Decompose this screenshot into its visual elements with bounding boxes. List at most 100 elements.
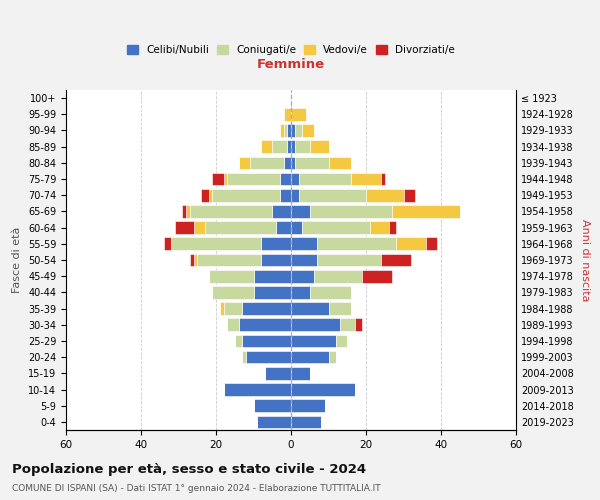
Bar bbox=[291, 140, 295, 153]
Bar bbox=[284, 108, 291, 120]
Bar bbox=[291, 383, 355, 396]
Bar bbox=[310, 140, 329, 153]
Bar bbox=[351, 172, 381, 186]
Bar bbox=[329, 302, 351, 315]
Bar bbox=[314, 270, 362, 282]
Bar bbox=[291, 334, 336, 347]
Bar bbox=[186, 205, 190, 218]
Bar bbox=[280, 124, 284, 137]
Legend: Celibi/Nubili, Coniugati/e, Vedovi/e, Divorziati/e: Celibi/Nubili, Coniugati/e, Vedovi/e, Di… bbox=[123, 41, 459, 59]
Y-axis label: Anni di nascita: Anni di nascita bbox=[580, 219, 590, 301]
Bar bbox=[370, 222, 389, 234]
Bar bbox=[190, 254, 193, 266]
Bar bbox=[291, 189, 299, 202]
Bar bbox=[291, 124, 295, 137]
Bar bbox=[272, 140, 287, 153]
Bar bbox=[310, 286, 351, 298]
Bar bbox=[261, 254, 291, 266]
Bar bbox=[280, 189, 291, 202]
Bar bbox=[355, 318, 362, 331]
Bar bbox=[197, 254, 261, 266]
Bar bbox=[272, 205, 291, 218]
Bar bbox=[291, 318, 340, 331]
Bar bbox=[193, 254, 197, 266]
Text: Femmine: Femmine bbox=[257, 58, 325, 71]
Bar bbox=[291, 286, 310, 298]
Bar bbox=[201, 189, 209, 202]
Text: Popolazione per età, sesso e stato civile - 2024: Popolazione per età, sesso e stato civil… bbox=[12, 462, 366, 475]
Bar bbox=[362, 270, 392, 282]
Bar bbox=[291, 238, 317, 250]
Bar bbox=[291, 108, 306, 120]
Bar bbox=[175, 222, 193, 234]
Bar bbox=[220, 302, 223, 315]
Bar bbox=[291, 205, 310, 218]
Bar bbox=[317, 254, 381, 266]
Bar bbox=[392, 205, 460, 218]
Bar bbox=[284, 156, 291, 169]
Bar bbox=[426, 238, 437, 250]
Bar bbox=[299, 172, 351, 186]
Bar bbox=[389, 222, 396, 234]
Bar bbox=[239, 318, 291, 331]
Bar bbox=[265, 367, 291, 380]
Bar bbox=[291, 172, 299, 186]
Bar bbox=[291, 254, 317, 266]
Bar bbox=[299, 189, 366, 202]
Bar bbox=[287, 140, 291, 153]
Y-axis label: Fasce di età: Fasce di età bbox=[13, 227, 22, 293]
Bar bbox=[291, 416, 321, 428]
Bar bbox=[257, 416, 291, 428]
Bar bbox=[295, 156, 329, 169]
Bar bbox=[291, 156, 295, 169]
Bar bbox=[396, 238, 426, 250]
Bar bbox=[340, 318, 355, 331]
Bar bbox=[276, 222, 291, 234]
Bar bbox=[366, 189, 404, 202]
Bar bbox=[212, 286, 254, 298]
Bar bbox=[381, 172, 385, 186]
Bar bbox=[291, 270, 314, 282]
Bar bbox=[242, 351, 246, 364]
Bar bbox=[404, 189, 415, 202]
Bar bbox=[227, 318, 239, 331]
Bar bbox=[250, 156, 284, 169]
Bar bbox=[302, 124, 314, 137]
Bar bbox=[246, 351, 291, 364]
Bar bbox=[223, 172, 227, 186]
Bar bbox=[291, 302, 329, 315]
Bar bbox=[171, 238, 261, 250]
Bar bbox=[163, 238, 171, 250]
Bar bbox=[212, 172, 223, 186]
Bar bbox=[193, 222, 205, 234]
Bar bbox=[329, 351, 336, 364]
Bar bbox=[205, 222, 276, 234]
Bar bbox=[242, 302, 291, 315]
Bar bbox=[182, 205, 186, 218]
Bar bbox=[209, 189, 212, 202]
Bar bbox=[381, 254, 411, 266]
Bar bbox=[291, 400, 325, 412]
Bar bbox=[291, 222, 302, 234]
Bar bbox=[212, 189, 280, 202]
Bar bbox=[284, 124, 287, 137]
Bar bbox=[261, 140, 272, 153]
Bar bbox=[329, 156, 351, 169]
Bar bbox=[254, 270, 291, 282]
Bar bbox=[227, 172, 280, 186]
Bar bbox=[280, 172, 291, 186]
Bar bbox=[254, 286, 291, 298]
Bar bbox=[223, 383, 291, 396]
Bar bbox=[317, 238, 396, 250]
Bar bbox=[287, 124, 291, 137]
Bar bbox=[235, 334, 242, 347]
Bar bbox=[336, 334, 347, 347]
Bar bbox=[261, 238, 291, 250]
Bar bbox=[295, 140, 310, 153]
Bar bbox=[295, 124, 302, 137]
Text: COMUNE DI ISPANI (SA) - Dati ISTAT 1° gennaio 2024 - Elaborazione TUTTITALIA.IT: COMUNE DI ISPANI (SA) - Dati ISTAT 1° ge… bbox=[12, 484, 380, 493]
Bar bbox=[310, 205, 392, 218]
Bar bbox=[291, 351, 329, 364]
Bar bbox=[223, 302, 242, 315]
Bar bbox=[291, 367, 310, 380]
